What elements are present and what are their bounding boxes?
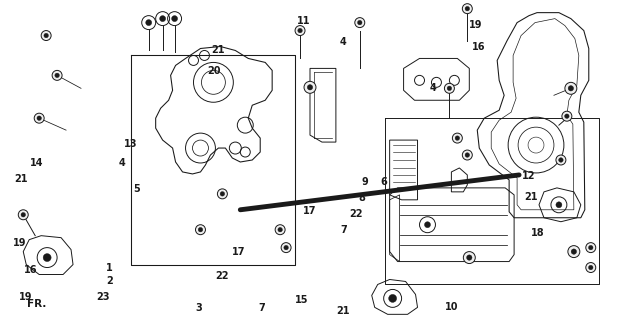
Circle shape (284, 245, 288, 250)
Text: FR.: FR. (27, 300, 46, 309)
Text: 17: 17 (303, 206, 316, 216)
Circle shape (465, 153, 470, 157)
Circle shape (44, 33, 48, 38)
Circle shape (298, 28, 302, 33)
Text: 14: 14 (30, 158, 44, 168)
Circle shape (171, 16, 178, 22)
Circle shape (198, 228, 202, 232)
Circle shape (281, 243, 291, 252)
Circle shape (275, 225, 285, 235)
Text: 21: 21 (212, 45, 225, 55)
Circle shape (196, 225, 206, 235)
Circle shape (586, 262, 595, 273)
Circle shape (559, 158, 563, 162)
Text: 15: 15 (295, 295, 309, 305)
Text: 4: 4 (118, 158, 125, 168)
Text: 21: 21 (14, 174, 28, 184)
Circle shape (589, 245, 593, 250)
Text: 17: 17 (232, 247, 245, 257)
Circle shape (571, 249, 576, 254)
Circle shape (444, 83, 454, 93)
Circle shape (307, 84, 313, 90)
Circle shape (21, 212, 25, 217)
Circle shape (304, 81, 316, 93)
Circle shape (447, 86, 452, 91)
Circle shape (565, 82, 577, 94)
Circle shape (562, 111, 572, 121)
Circle shape (465, 6, 470, 11)
Text: 12: 12 (522, 171, 535, 181)
Text: 19: 19 (13, 238, 27, 248)
Circle shape (462, 4, 472, 14)
Text: 21: 21 (337, 306, 350, 316)
Circle shape (43, 253, 51, 261)
Text: 9: 9 (361, 177, 368, 187)
Text: 6: 6 (380, 177, 387, 187)
Circle shape (295, 26, 305, 36)
Circle shape (556, 202, 562, 208)
Text: 7: 7 (258, 303, 265, 313)
Circle shape (358, 20, 362, 25)
Text: 1: 1 (106, 263, 113, 273)
Circle shape (220, 192, 225, 196)
Circle shape (217, 189, 227, 199)
Circle shape (389, 294, 397, 302)
Circle shape (556, 155, 566, 165)
Circle shape (467, 255, 472, 260)
Circle shape (55, 73, 59, 78)
Text: 5: 5 (134, 184, 141, 194)
Text: 21: 21 (525, 192, 538, 202)
Text: 10: 10 (444, 301, 458, 312)
Text: 22: 22 (349, 209, 363, 219)
Circle shape (160, 16, 166, 22)
Circle shape (568, 246, 580, 258)
Text: 22: 22 (215, 271, 229, 281)
Text: 16: 16 (472, 42, 486, 52)
Circle shape (589, 265, 593, 270)
Text: 4: 4 (430, 83, 436, 93)
Text: 19: 19 (19, 292, 33, 302)
Text: 7: 7 (340, 225, 347, 235)
Circle shape (425, 222, 430, 228)
Circle shape (565, 114, 569, 118)
Text: 13: 13 (124, 139, 137, 149)
Text: 11: 11 (297, 16, 310, 27)
Circle shape (455, 136, 459, 140)
Circle shape (19, 210, 28, 220)
Text: 2: 2 (106, 276, 113, 286)
Circle shape (568, 86, 574, 91)
Circle shape (41, 31, 51, 41)
Circle shape (586, 243, 595, 252)
Text: 19: 19 (469, 20, 483, 29)
Circle shape (464, 252, 475, 264)
Circle shape (52, 70, 62, 80)
Text: 20: 20 (207, 66, 221, 76)
Text: 3: 3 (195, 303, 202, 313)
Circle shape (278, 228, 282, 232)
Text: 8: 8 (358, 193, 365, 203)
Text: 16: 16 (24, 265, 38, 275)
Circle shape (462, 150, 472, 160)
Circle shape (145, 20, 152, 26)
Circle shape (34, 113, 44, 123)
Text: 18: 18 (530, 228, 544, 238)
Circle shape (452, 133, 462, 143)
Circle shape (37, 116, 41, 120)
Text: 4: 4 (340, 37, 347, 47)
Circle shape (355, 18, 365, 28)
Text: 23: 23 (97, 292, 110, 302)
